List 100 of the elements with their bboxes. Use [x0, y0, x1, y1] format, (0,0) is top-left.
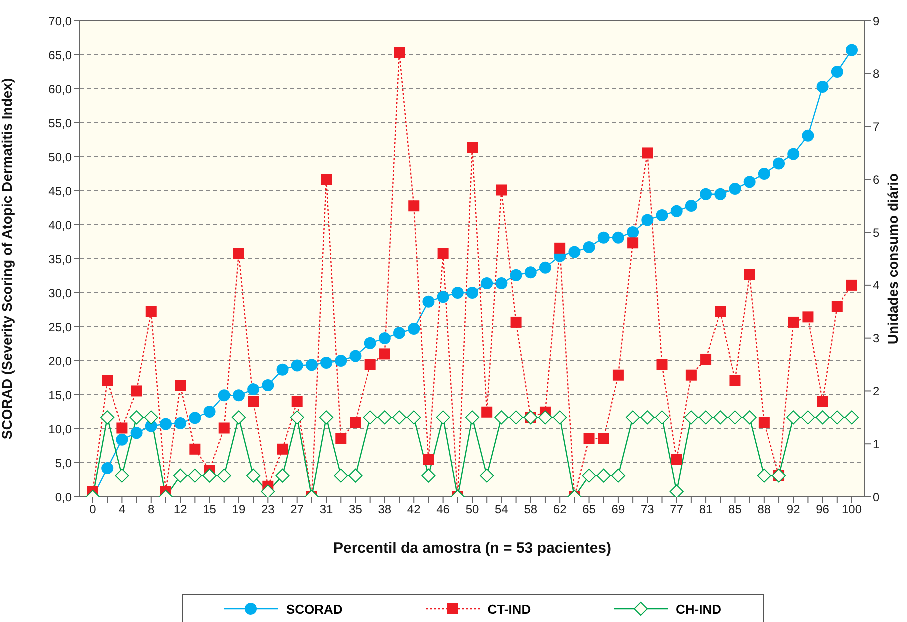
point — [758, 168, 770, 180]
point — [320, 357, 333, 370]
point — [320, 410, 334, 425]
point — [160, 418, 172, 430]
point — [830, 410, 844, 425]
x-tick-label: 77 — [670, 502, 684, 517]
point — [816, 410, 830, 425]
point — [671, 454, 682, 466]
point — [700, 188, 712, 200]
point — [582, 468, 596, 483]
point — [437, 291, 450, 304]
point — [131, 386, 142, 397]
point — [642, 214, 654, 226]
point — [584, 433, 595, 444]
point — [248, 384, 260, 396]
y2-tick-label: 8 — [873, 67, 880, 82]
point — [233, 248, 244, 260]
point — [291, 360, 304, 372]
point — [202, 468, 217, 483]
point — [729, 182, 742, 195]
point — [378, 410, 392, 425]
point — [452, 287, 464, 299]
legend-label: CT-IND — [488, 602, 532, 616]
y2-tick-label: 3 — [873, 332, 880, 346]
y-tick-label: 50,0 — [48, 150, 72, 164]
point — [378, 332, 391, 345]
x-tick-label: 19 — [232, 502, 246, 517]
point — [408, 323, 420, 336]
point — [276, 468, 290, 483]
point — [100, 410, 115, 425]
point — [130, 427, 143, 440]
point — [802, 130, 814, 142]
point — [422, 296, 435, 308]
point — [189, 412, 202, 424]
point — [436, 410, 450, 425]
x-tick-label: 85 — [728, 502, 742, 517]
point — [363, 410, 378, 425]
point — [686, 370, 697, 381]
point — [364, 359, 376, 370]
point — [642, 148, 654, 159]
point — [130, 410, 144, 425]
x-axis-title: Percentil da amostra (n = 53 pacientes) — [333, 540, 612, 557]
x-tick-label: 50 — [466, 502, 480, 517]
point — [670, 484, 684, 497]
y-tick-label: 60,0 — [48, 82, 72, 96]
point — [348, 468, 363, 483]
point — [628, 238, 639, 249]
point — [115, 468, 130, 483]
point — [554, 242, 566, 254]
point — [262, 379, 274, 392]
point — [364, 337, 376, 350]
point — [350, 350, 362, 362]
point — [728, 410, 742, 425]
y2-tick-label: 6 — [873, 172, 880, 187]
y2-tick-label: 1 — [873, 437, 880, 452]
y2-tick-label: 0 — [873, 490, 880, 504]
y-tick-label: 65,0 — [48, 48, 72, 62]
point — [466, 287, 478, 299]
x-tick-label: 73 — [640, 502, 655, 517]
point — [510, 269, 522, 282]
point — [408, 200, 420, 212]
y-tick-label: 40,0 — [48, 218, 72, 232]
point — [466, 410, 480, 425]
x-tick-label: 15 — [203, 502, 217, 517]
point — [758, 417, 770, 428]
point — [394, 47, 406, 58]
point — [714, 188, 727, 200]
x-tick-label: 42 — [407, 502, 422, 517]
y-tick-label: 30,0 — [48, 286, 72, 300]
point — [846, 280, 858, 291]
point — [494, 410, 509, 425]
point — [335, 355, 348, 367]
legend-label: CH-IND — [676, 602, 722, 616]
x-tick-label: 54 — [495, 502, 509, 517]
point — [596, 468, 611, 483]
y-tick-label: 10,0 — [48, 422, 72, 436]
point — [832, 301, 843, 312]
point — [509, 410, 524, 425]
point — [626, 410, 640, 425]
point — [188, 468, 202, 483]
point — [232, 390, 245, 402]
y2-tick-label: 5 — [873, 226, 880, 240]
y-tick-label: 70,0 — [48, 14, 72, 28]
point — [715, 306, 726, 318]
point — [423, 454, 434, 466]
point — [407, 410, 422, 425]
point — [598, 433, 610, 444]
y2-axis-title: Unidades consumo diário — [884, 173, 901, 345]
point — [218, 422, 230, 434]
x-tick-label: 62 — [553, 502, 568, 517]
point — [277, 444, 288, 455]
x-tick-label: 96 — [816, 502, 830, 517]
point — [538, 410, 552, 425]
y2-tick-label: 9 — [873, 14, 880, 28]
point — [336, 433, 347, 444]
y-tick-label: 20,0 — [48, 354, 72, 368]
x-tick-label: 58 — [524, 502, 538, 517]
point — [612, 370, 624, 381]
point — [831, 66, 844, 78]
x-tick-label: 0 — [90, 502, 97, 517]
